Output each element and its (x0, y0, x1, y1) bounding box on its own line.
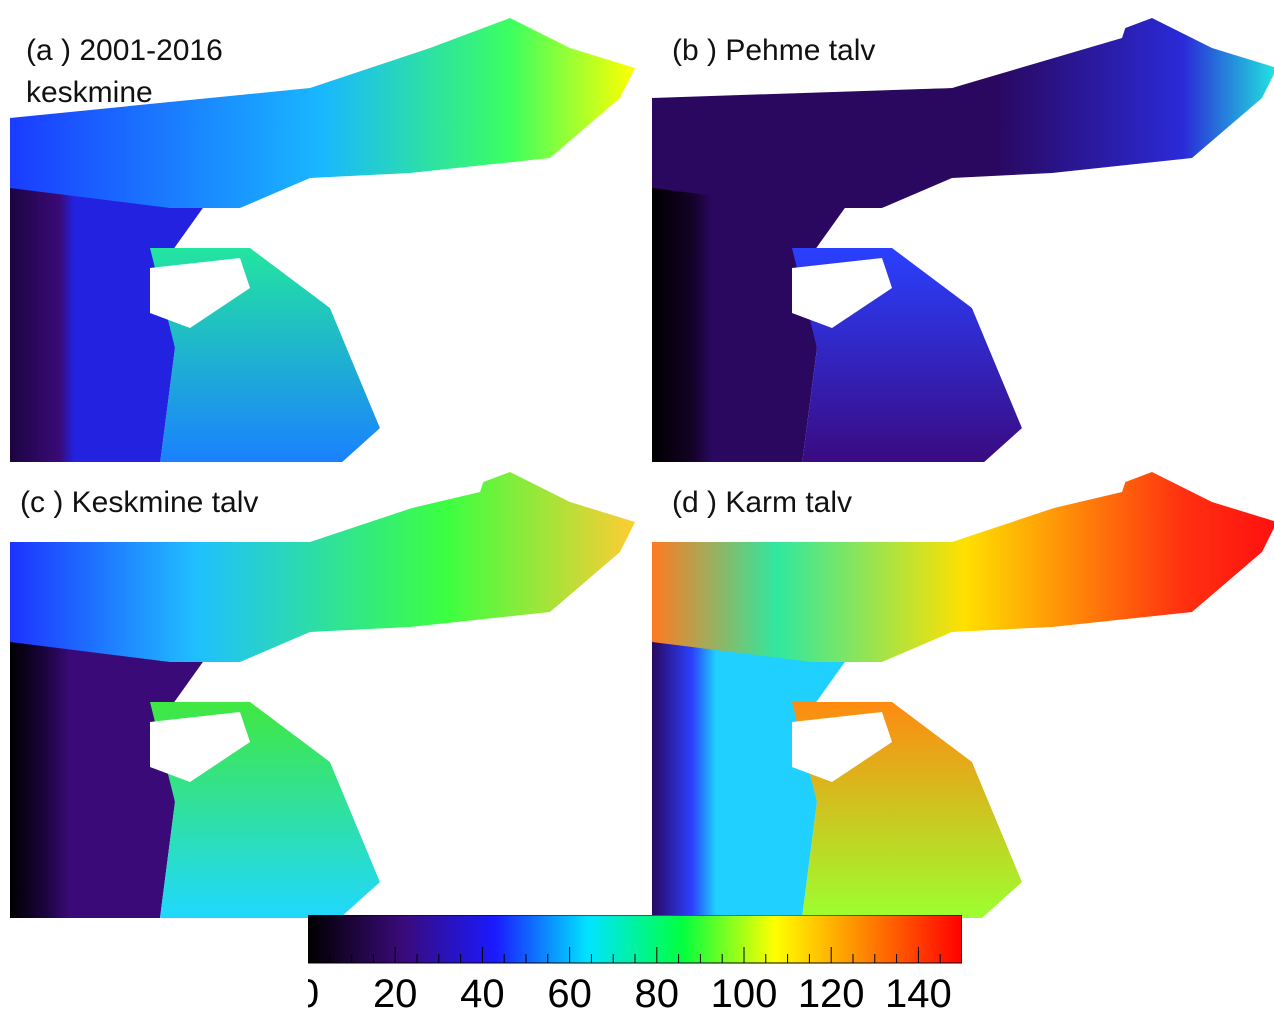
map-panel-d: (d ) Karm talv (652, 462, 1274, 918)
land-estonia (240, 108, 638, 464)
colorbar-tick-label: 0 (308, 972, 319, 1011)
colorbar-tick-label: 140 (885, 972, 952, 1011)
panel-label-a-line1: (a ) 2001-2016 (26, 34, 223, 67)
colorbar-ticks (308, 947, 962, 963)
colorbar-tick-label: 40 (460, 972, 505, 1011)
panel-label-a-line2: keskmine (26, 76, 153, 109)
map-b (652, 8, 1274, 464)
map-c (10, 462, 638, 918)
colorbar-tick-label: 60 (547, 972, 592, 1011)
colorbar-tick-label: 80 (635, 972, 680, 1011)
colorbar-tick-label: 20 (373, 972, 418, 1011)
colorbar-tick-label: 100 (711, 972, 778, 1011)
map-panel-b: (b ) Pehme talv (652, 8, 1274, 464)
panel-label-d: (d ) Karm talv (672, 482, 852, 524)
map-a (10, 18, 638, 464)
colorbar-tick-labels: 0 20 40 60 80 100 120 140 (308, 972, 952, 1011)
panel-label-c: (c ) Keskmine talv (20, 482, 258, 524)
gulf-of-finland (10, 18, 635, 208)
colorbar: 0 20 40 60 80 100 120 140 (308, 915, 962, 1011)
map-panel-a: (a ) 2001-2016 keskmine (10, 8, 638, 464)
saaremaa-island (150, 258, 250, 328)
map-panel-c: (c ) Keskmine talv (10, 462, 638, 918)
map-d (652, 462, 1274, 918)
panel-label-b-line1: (b ) Pehme talv (672, 34, 876, 67)
panel-label-d-line1: (d ) Karm talv (672, 486, 853, 519)
panel-label-b: (b ) Pehme talv (672, 30, 875, 72)
panel-label-a: (a ) 2001-2016 keskmine (26, 30, 286, 114)
panel-label-c-line1: (c ) Keskmine talv (20, 486, 259, 519)
colorbar-tick-label: 120 (798, 972, 865, 1011)
